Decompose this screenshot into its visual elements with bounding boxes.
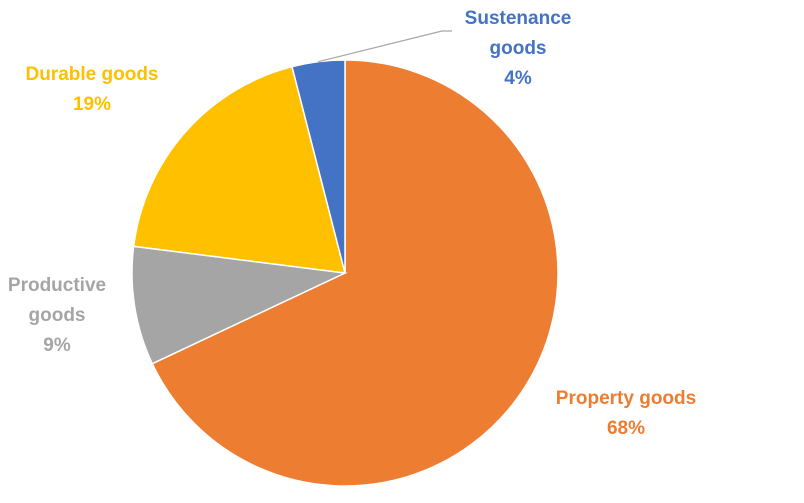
slice-durable-goods [132, 65, 347, 274]
slice-property-goods [151, 59, 559, 487]
label-durable-goods: Durable goods 19% [25, 64, 158, 115]
label-productive-goods: Productive goods 9% [8, 275, 106, 356]
slice-labels: Property goods 68% Productive goods 9% Durabl… [8, 8, 696, 439]
leader-line-sustenance-goods [318, 30, 452, 63]
pie-slices [131, 59, 559, 487]
leader-lines [318, 30, 452, 63]
label-property-goods: Property goods 68% [556, 388, 696, 439]
label-sustenance-goods: Sustenance goods 4% [465, 8, 572, 89]
slice-productive-goods [131, 245, 348, 365]
